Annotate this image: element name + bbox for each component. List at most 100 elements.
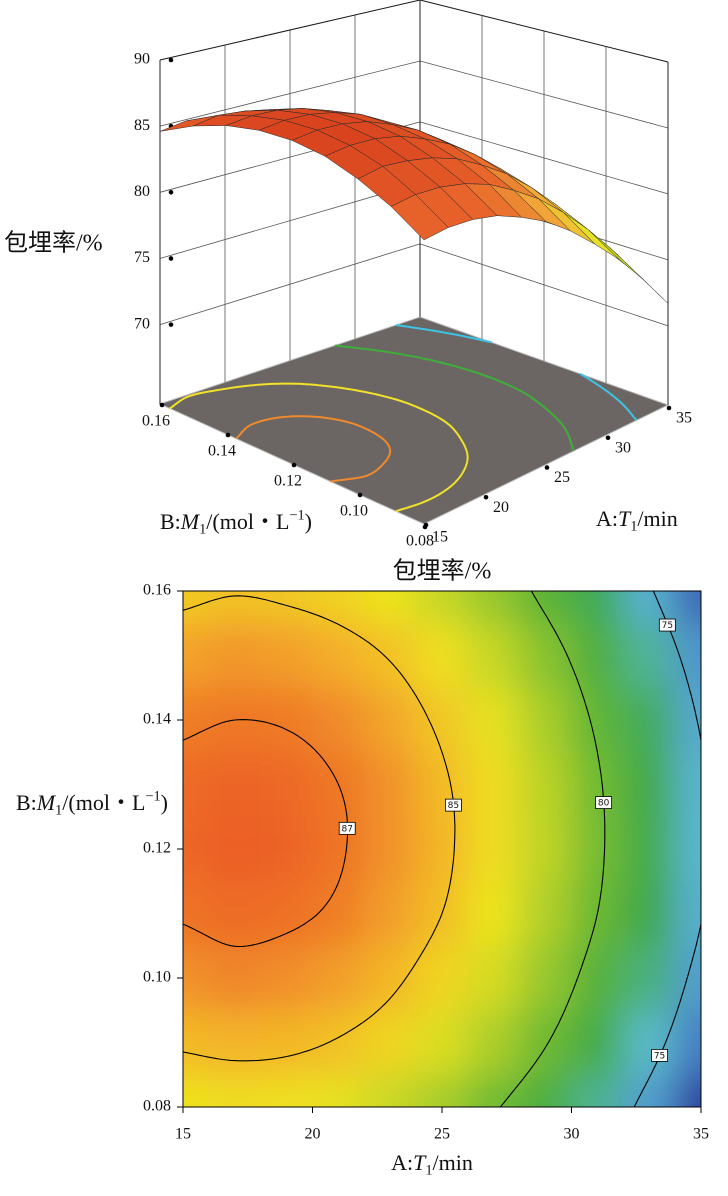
heat-cell xyxy=(363,751,417,818)
y-axis-label-part: M xyxy=(180,509,201,534)
wall-grid-line xyxy=(159,182,421,259)
heat-cell xyxy=(415,622,469,689)
heat-cell xyxy=(260,687,313,753)
heat-cell xyxy=(415,687,469,753)
x-tick-mark xyxy=(544,465,550,470)
z-tick-mark xyxy=(168,190,174,195)
heat-cell xyxy=(183,622,210,689)
heat-cell xyxy=(519,751,572,818)
heat-cell xyxy=(183,816,210,882)
heat-cell xyxy=(622,945,676,1011)
heat-cell xyxy=(519,816,572,882)
heat-cell xyxy=(183,1009,210,1076)
z-tick-label: 70 xyxy=(134,315,150,332)
y-axis-label-part: 1 xyxy=(199,522,206,538)
heat-cell xyxy=(467,622,521,689)
contour-label-box xyxy=(595,796,613,809)
heat-cell xyxy=(467,880,521,947)
heat-cell xyxy=(415,1009,469,1076)
heat-cell xyxy=(260,816,313,882)
heat-cell xyxy=(674,1074,701,1107)
heat-cell xyxy=(571,816,624,882)
surface-chart: 15 20 25 30 35 0.08 0.10 0.12 0.14 0.16 70 75 80 85 90… xyxy=(4,0,692,550)
x-axis-label-part: A: xyxy=(596,506,618,531)
heat-cell xyxy=(260,751,313,818)
box-edge xyxy=(419,0,669,63)
x-axis-label-part: T xyxy=(618,506,632,531)
heat-cell xyxy=(260,880,313,947)
heat-cell xyxy=(674,945,701,1011)
y-tick-label: 0.12 xyxy=(143,840,171,857)
heat-cell xyxy=(183,751,210,818)
y-tick-label: 0.14 xyxy=(143,711,171,728)
heat-cell xyxy=(622,816,676,882)
y-axis-label-part: −1 xyxy=(145,789,160,805)
contour-label-box xyxy=(338,821,356,835)
heat-cell xyxy=(674,751,701,818)
wall-grid-line xyxy=(419,60,669,129)
heat-cell xyxy=(363,880,417,947)
heat-cell xyxy=(183,945,210,1011)
y-axis-label-part: ) xyxy=(161,790,168,815)
y-tick-label: 0.10 xyxy=(340,503,368,520)
heat-cell xyxy=(571,1009,624,1076)
heat-cell xyxy=(260,622,313,689)
contour-label: 75 xyxy=(662,621,673,631)
heat-cell xyxy=(622,1009,676,1076)
heat-cell xyxy=(674,1009,701,1076)
heat-cell xyxy=(467,1074,521,1107)
x-tick-label: 20 xyxy=(305,1126,321,1143)
floor-contour xyxy=(395,324,638,421)
floor-contour xyxy=(169,382,469,513)
heat-cell xyxy=(208,1074,262,1107)
heat-cell xyxy=(312,622,365,689)
y-axis-label-part: −1 xyxy=(289,508,304,524)
heat-cell xyxy=(467,1009,521,1076)
x-tick-label: 30 xyxy=(564,1126,580,1143)
heat-cell xyxy=(208,622,262,689)
heat-cell xyxy=(183,1074,210,1107)
y-tick-label: 0.08 xyxy=(406,533,434,550)
contour-label: 85 xyxy=(448,801,459,811)
heat-cell xyxy=(208,816,262,882)
floor-contour xyxy=(334,344,575,452)
plot-area xyxy=(183,591,701,1107)
y-tick-mark xyxy=(357,492,363,498)
contour-chart: 87 85 80 75 75 15 20 25 30 35 0.08 0.10 0.12 0.14 0.16… xyxy=(16,558,709,1179)
heat-cell xyxy=(312,816,365,882)
heat-cell xyxy=(363,1074,417,1107)
heat-cell xyxy=(208,945,262,1011)
heat-cell xyxy=(519,945,572,1011)
x-tick-mark xyxy=(605,435,611,441)
contour-label-box xyxy=(651,1049,668,1062)
floor-contour xyxy=(235,415,392,483)
heat-cell xyxy=(208,591,262,624)
z-tick-label: 85 xyxy=(134,117,150,134)
heat-cell xyxy=(312,1074,365,1107)
heat-cell xyxy=(183,591,210,624)
heat-cell xyxy=(571,945,624,1011)
x-tick-label: 35 xyxy=(676,410,692,427)
heat-cell xyxy=(312,1009,365,1076)
heat-cell xyxy=(519,591,572,624)
y-tick-mark xyxy=(159,402,165,408)
z-tick-mark xyxy=(168,57,174,63)
contour-label-box xyxy=(658,618,676,632)
x-tick-label: 25 xyxy=(554,469,570,486)
y-axis-label: B:M1/(mol・L−1) xyxy=(16,789,168,819)
chart-title: 包埋率/% xyxy=(393,558,492,585)
heat-cell xyxy=(571,591,624,624)
heat-cell xyxy=(312,945,365,1011)
heat-cell xyxy=(363,1009,417,1076)
y-axis-label-part: ) xyxy=(305,509,312,534)
z-axis-label: 包埋率/% xyxy=(4,230,103,257)
x-tick-mark xyxy=(483,494,489,500)
y-axis-label: B:M1/(mol・L−1) xyxy=(160,508,312,538)
heat-cell xyxy=(467,751,521,818)
heat-cell xyxy=(622,687,676,753)
heat-cell xyxy=(622,622,676,689)
heat-cell xyxy=(363,591,417,624)
heat-cell xyxy=(260,945,313,1011)
y-axis-label-part: /(mol・L xyxy=(206,509,289,534)
y-tick-mark xyxy=(225,432,231,438)
